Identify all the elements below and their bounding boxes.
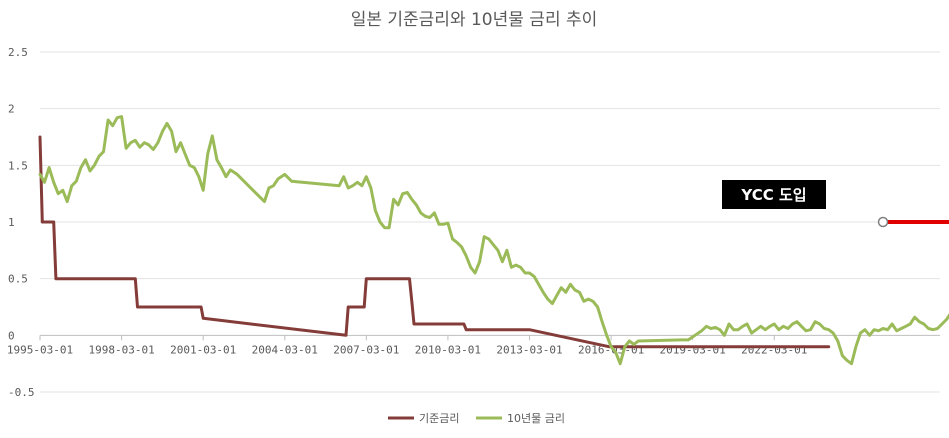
annotation-label: YCC 도입 [740, 186, 806, 204]
y-tick-label: 2 [8, 103, 15, 116]
y-tick-label: -0.5 [8, 386, 35, 399]
arrow-start-handle [877, 216, 889, 228]
x-tick-label: 2013-03-01 [496, 343, 562, 356]
annotation-box [722, 180, 826, 209]
x-tick-label: 2007-03-01 [333, 343, 399, 356]
y-tick-label: 2.5 [8, 46, 28, 59]
chart-title: 일본 기준금리와 10년물 금리 추이 [351, 10, 598, 30]
x-tick-label: 2004-03-01 [252, 343, 318, 356]
series-lines [38, 115, 949, 366]
ycc-annotation: YCC 도입 [722, 180, 949, 228]
x-tick-label: 1998-03-01 [88, 343, 154, 356]
y-tick-label: 1 [8, 216, 15, 229]
legend-label: 기준금리 [419, 412, 459, 425]
series-line-10y-yield [38, 115, 949, 366]
x-tick-label: 2010-03-01 [415, 343, 481, 356]
x-tick-label: 1995-03-01 [7, 343, 73, 356]
legend: 기준금리 10년물 금리 [388, 412, 565, 425]
series-line-base-rate [38, 135, 831, 349]
grid-lines [40, 51, 940, 393]
y-tick-label: 0.5 [8, 273, 28, 286]
y-tick-label: 0 [8, 329, 15, 342]
legend-label: 10년물 금리 [507, 412, 565, 425]
y-axis-ticks: 2.5 2 1.5 1 0.5 0 -0.5 [8, 46, 35, 399]
x-tick-label: 2001-03-01 [170, 343, 236, 356]
y-tick-label: 1.5 [8, 159, 28, 172]
